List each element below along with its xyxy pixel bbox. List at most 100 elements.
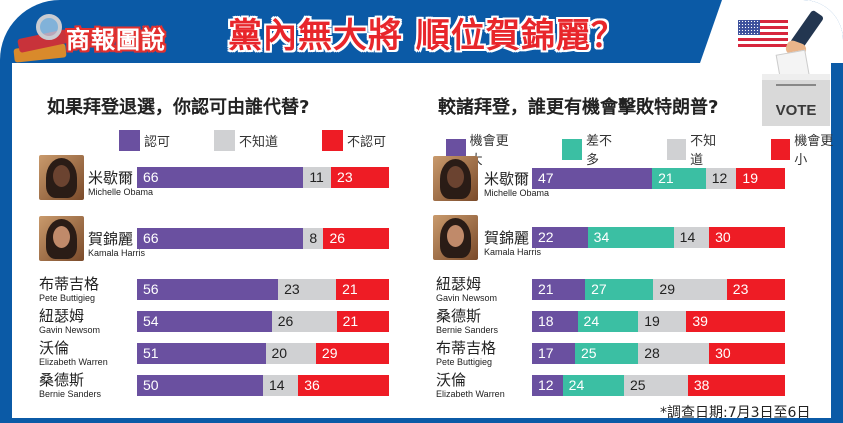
candidate-name-en: Kamala Harris — [484, 247, 542, 257]
bar-segment: 21 — [532, 279, 586, 300]
bar-segment: 24 — [562, 375, 624, 396]
candidate-name-en: Kamala Harris — [88, 248, 146, 258]
bar-segment: 12 — [705, 168, 737, 189]
stacked-bar: 21 27 29 23 — [532, 279, 785, 300]
bar-segment: 56 — [137, 279, 279, 300]
right-legend: 機會更大差不多不知道機會更小 — [446, 130, 843, 168]
logo-text: 商報圖說 — [66, 26, 166, 54]
legend-item: 不知道 — [214, 130, 278, 151]
bar-segment: 23 — [331, 167, 389, 188]
avatar — [433, 156, 478, 201]
legend-label: 認可 — [144, 135, 171, 150]
candidate-name-zh: 賀錦麗 — [484, 229, 530, 247]
candidate-name-zh: 沃倫 — [436, 371, 467, 389]
legend-swatch — [214, 130, 236, 151]
candidate-name-zh: 紐瑟姆 — [436, 275, 482, 293]
bar-segment: 12 — [532, 375, 563, 396]
stacked-bar: 54 26 21 — [137, 311, 389, 332]
legend-label: 不知道 — [239, 135, 279, 150]
bar-segment: 66 — [137, 228, 304, 249]
stacked-bar: 22 34 14 30 — [532, 227, 785, 248]
bar-segment: 39 — [686, 311, 785, 332]
bar-segment: 23 — [726, 279, 785, 300]
left-legend: 認可 不知道 不認可 — [119, 130, 386, 151]
candidate-name-en: Pete Buttigieg — [39, 293, 96, 303]
avatar — [39, 216, 84, 261]
right-panel-title: 較諸拜登，誰更有機會擊敗特朗普? — [438, 97, 719, 118]
bar-segment: 28 — [638, 343, 710, 364]
bar-segment: 23 — [278, 279, 337, 300]
bar-segment: 66 — [137, 167, 304, 188]
bar-segment: 18 — [532, 311, 578, 332]
candidate-name-en: Bernie Sanders — [39, 389, 102, 399]
vote-label: VOTE — [775, 102, 817, 119]
candidate-name-zh: 桑德斯 — [436, 307, 482, 325]
stacked-bar: 18 24 19 39 — [532, 311, 785, 332]
bar-segment: 47 — [532, 168, 653, 189]
bar-segment: 24 — [577, 311, 639, 332]
candidate-name-en: Michelle Obama — [484, 188, 550, 198]
bar-segment: 50 — [137, 375, 263, 396]
candidate-name-zh: 賀錦麗 — [88, 230, 134, 248]
candidate-name-zh: 米歇爾 — [88, 169, 134, 187]
candidate-name-zh: 米歇爾 — [484, 170, 530, 188]
bar-segment: 25 — [575, 343, 639, 364]
legend-swatch — [322, 130, 344, 151]
bar-segment: 38 — [687, 375, 785, 396]
candidate-name-en: Bernie Sanders — [436, 325, 499, 335]
bar-segment: 14 — [673, 227, 710, 248]
candidate-name-zh: 布蒂吉格 — [39, 275, 100, 293]
bar-segment: 51 — [137, 343, 266, 364]
candidate-name-en: Pete Buttigieg — [436, 357, 493, 367]
legend-swatch — [119, 130, 140, 151]
bar-segment: 21 — [336, 279, 389, 300]
bar-segment: 20 — [265, 343, 316, 364]
candidate-name-zh: 紐瑟姆 — [39, 307, 85, 325]
footnote: *調查日期:7月3日至6日 — [660, 405, 811, 421]
legend-label: 機會更小 — [794, 134, 834, 168]
bar-segment: 19 — [736, 168, 785, 189]
legend-item: 認可 — [119, 130, 170, 151]
bar-segment: 29 — [653, 279, 727, 300]
bar-segment: 21 — [652, 168, 706, 189]
bar-segment: 36 — [298, 375, 389, 396]
bar-segment: 29 — [315, 343, 389, 364]
legend-label: 不認可 — [347, 135, 387, 150]
bar-segment: 11 — [303, 167, 332, 188]
candidate-name-zh: 沃倫 — [39, 339, 70, 357]
stacked-bar: 51 20 29 — [137, 343, 389, 364]
legend-swatch — [562, 138, 582, 160]
bar-segment: 19 — [638, 311, 687, 332]
avatar — [39, 155, 84, 200]
bar-segment: 22 — [532, 227, 588, 248]
logo: 商報圖說 — [8, 8, 208, 63]
stacked-bar: 66 11 23 — [137, 167, 389, 188]
bar-segment: 14 — [263, 375, 299, 396]
bar-segment: 27 — [585, 279, 654, 300]
candidate-name-en: Michelle Obama — [88, 187, 154, 197]
stacked-bar: 17 25 28 30 — [532, 343, 785, 364]
stacked-bar: 56 23 21 — [137, 279, 389, 300]
legend-swatch — [446, 138, 466, 160]
ballot-box-icon: VOTE — [762, 74, 830, 126]
us-flag-icon — [738, 20, 788, 50]
legend-swatch — [770, 138, 791, 160]
legend-item: 不認可 — [322, 130, 386, 151]
bar-segment: 54 — [137, 311, 272, 332]
left-panel-title: 如果拜登退選，你認可由誰代替? — [47, 97, 310, 118]
bar-segment: 8 — [303, 228, 324, 249]
candidate-name-en: Elizabeth Warren — [39, 357, 108, 367]
legend-label: 不知道 — [690, 134, 717, 168]
candidate-name-en: Gavin Newsom — [436, 293, 498, 303]
legend-swatch — [666, 138, 687, 160]
magnifier-icon — [36, 14, 62, 40]
page-title: 黨內無大將 順位賀錦麗？ — [228, 16, 626, 56]
legend-item: 機會更小 — [770, 130, 843, 168]
bar-segment: 17 — [532, 343, 575, 364]
candidate-name-zh: 桑德斯 — [39, 371, 85, 389]
candidate-name-en: Gavin Newsom — [39, 325, 101, 335]
bar-segment: 26 — [323, 228, 389, 249]
stacked-bar: 12 24 25 38 — [532, 375, 785, 396]
bar-segment: 30 — [709, 227, 785, 248]
stacked-bar: 50 14 36 — [137, 375, 389, 396]
